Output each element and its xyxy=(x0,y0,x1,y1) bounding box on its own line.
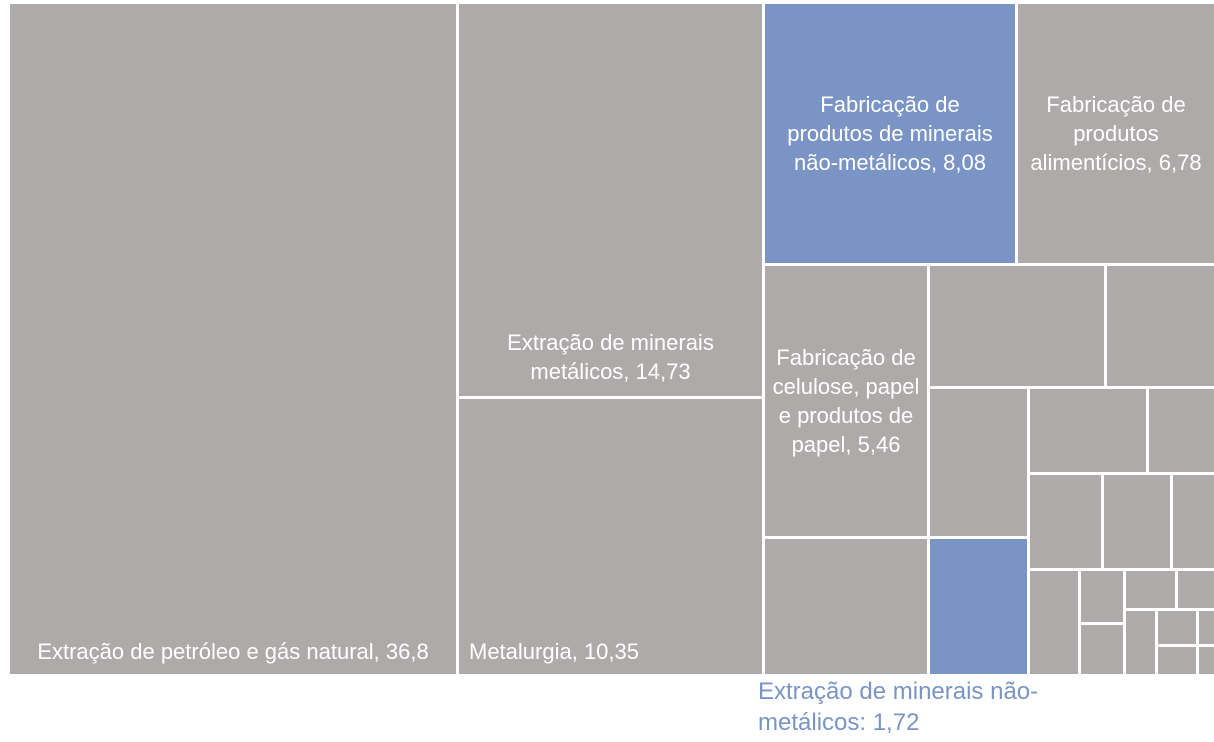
treemap-cell: Extração de minerais metálicos, 14,73 xyxy=(459,4,762,396)
treemap-cell xyxy=(1158,647,1196,674)
treemap-cell: Metalurgia, 10,35 xyxy=(459,399,762,674)
treemap-cell xyxy=(930,389,1027,536)
treemap-cell: Fabricação de celulose, papel e produtos… xyxy=(765,266,927,536)
treemap-cell xyxy=(1158,611,1196,644)
treemap-cell xyxy=(1081,571,1123,622)
cell-label: Fabricação de produtos alimentícios, 6,7… xyxy=(1030,92,1202,175)
treemap-cell: Fabricação de produtos alimentícios, 6,7… xyxy=(1018,4,1214,263)
treemap-cell xyxy=(1199,611,1214,644)
treemap-cell xyxy=(1149,389,1214,472)
cell-label: Extração de minerais metálicos, 14,73 xyxy=(507,330,714,384)
treemap-cell: Fabricação de produtos de minerais não-m… xyxy=(765,4,1015,263)
cell-label: Metalurgia, 10,35 xyxy=(469,639,639,664)
treemap-cell xyxy=(1107,266,1214,386)
treemap-cell xyxy=(1030,389,1146,472)
cell-label: Extração de petróleo e gás natural, 36,8 xyxy=(37,639,429,664)
treemap-cell xyxy=(1126,611,1155,674)
treemap-cell xyxy=(1030,571,1078,674)
cell-label: Fabricação de produtos de minerais não-m… xyxy=(787,92,993,175)
treemap-cell xyxy=(930,539,1027,674)
treemap-cell xyxy=(765,539,927,674)
cell-label: Fabricação de celulose, papel e produtos… xyxy=(772,345,920,457)
treemap-cell xyxy=(1030,475,1101,568)
treemap-cell xyxy=(930,266,1104,386)
treemap-cell xyxy=(1081,625,1123,674)
treemap-cell xyxy=(1199,647,1214,674)
treemap-cell xyxy=(1178,571,1214,608)
treemap-cell xyxy=(1104,475,1170,568)
treemap-cell: Extração de petróleo e gás natural, 36,8 xyxy=(10,4,456,674)
treemap-cell xyxy=(1173,475,1214,568)
annotation: Extração de minerais não-metálicos: 1,72 xyxy=(758,678,1039,736)
treemap-cell xyxy=(1126,571,1175,608)
